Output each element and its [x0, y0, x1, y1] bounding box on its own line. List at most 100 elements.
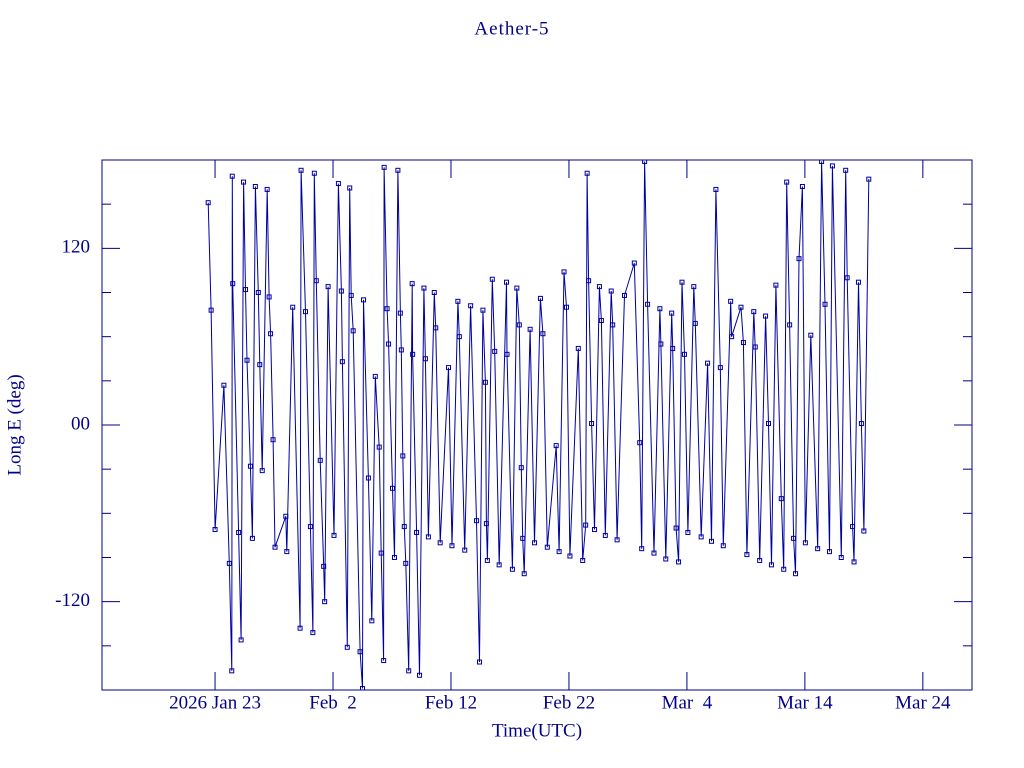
data-point: [290, 304, 296, 310]
y-axis-label: Long E (deg): [4, 374, 25, 475]
data-point: [449, 543, 455, 549]
x-tick-label: Feb 12: [425, 692, 477, 713]
data-point: [744, 552, 750, 558]
data-point: [360, 297, 366, 303]
data-point: [381, 658, 387, 664]
data-point: [244, 357, 250, 363]
data-point: [257, 362, 263, 368]
data-point: [673, 525, 679, 531]
data-point: [226, 560, 232, 566]
data-point: [516, 322, 522, 328]
data-point: [815, 546, 821, 552]
data-point: [236, 529, 242, 535]
data-point: [553, 443, 559, 449]
data-point: [826, 549, 832, 555]
data-point: [563, 304, 569, 310]
data-point: [389, 485, 395, 491]
data-point: [489, 276, 495, 282]
data-point: [692, 320, 698, 326]
data-point: [474, 518, 480, 524]
data-point: [259, 468, 265, 474]
data-point: [284, 549, 290, 555]
data-point: [861, 528, 867, 534]
data-point: [676, 559, 682, 565]
data-point: [400, 453, 406, 459]
data-line: [207, 161, 870, 689]
data-point: [398, 347, 404, 353]
data-point: [752, 344, 758, 350]
data-point: [720, 543, 726, 549]
data-point: [347, 185, 353, 191]
data-point: [403, 560, 409, 566]
data-point: [446, 365, 452, 371]
data-point: [482, 379, 488, 385]
data-point: [496, 562, 502, 568]
data-point: [708, 538, 714, 544]
data-point: [311, 170, 317, 176]
data-point: [376, 444, 382, 450]
data-point: [729, 334, 735, 340]
data-point: [645, 301, 651, 307]
data-point: [365, 475, 371, 481]
data-point: [252, 184, 258, 189]
data-point: [717, 365, 723, 371]
data-point: [241, 179, 247, 185]
data-point: [230, 281, 236, 287]
data-point: [384, 306, 390, 312]
data-point: [556, 549, 562, 555]
data-point: [437, 540, 443, 546]
data-point: [456, 334, 462, 340]
data-point: [589, 421, 595, 427]
data-point: [229, 173, 235, 179]
data-point: [575, 345, 581, 351]
data-point: [504, 351, 510, 357]
data-point: [348, 292, 354, 298]
data-point: [272, 544, 278, 550]
data-point: [357, 649, 363, 655]
data-point: [410, 351, 416, 357]
data-point: [409, 281, 415, 287]
data-point: [360, 686, 366, 690]
data-point: [544, 544, 550, 550]
data-point: [255, 290, 261, 295]
data-point: [462, 547, 468, 553]
x-tick-label: Feb 2: [309, 692, 357, 713]
data-point: [521, 571, 527, 577]
data-point: [799, 184, 805, 189]
data-point: [208, 307, 214, 313]
data-point: [851, 559, 857, 565]
data-point: [243, 287, 249, 293]
data-point: [728, 298, 734, 304]
data-point: [766, 421, 772, 427]
data-point: [763, 313, 769, 319]
data-point: [414, 529, 420, 535]
data-point: [325, 284, 331, 290]
chart-title: Aether-5: [474, 18, 549, 39]
data-point: [781, 566, 787, 572]
data-point: [480, 307, 486, 313]
data-point: [596, 284, 602, 290]
data-point: [518, 465, 524, 471]
data-point: [321, 563, 327, 569]
data-point: [567, 553, 573, 559]
plot-area: [205, 160, 872, 690]
data-point: [307, 524, 313, 530]
data-point: [369, 618, 375, 624]
data-point: [639, 546, 645, 552]
data-point: [331, 532, 337, 538]
data-point: [268, 331, 274, 337]
data-point: [685, 529, 691, 535]
data-point: [657, 306, 663, 312]
data-point: [266, 294, 272, 300]
data-point: [658, 341, 664, 347]
data-point: [381, 164, 387, 170]
data-point: [422, 356, 428, 362]
data-point: [378, 550, 384, 556]
data-point: [631, 260, 637, 266]
data-point: [844, 275, 850, 281]
data-point: [431, 290, 437, 295]
data-point: [679, 279, 685, 285]
data-point: [270, 437, 276, 443]
data-point: [310, 630, 316, 636]
